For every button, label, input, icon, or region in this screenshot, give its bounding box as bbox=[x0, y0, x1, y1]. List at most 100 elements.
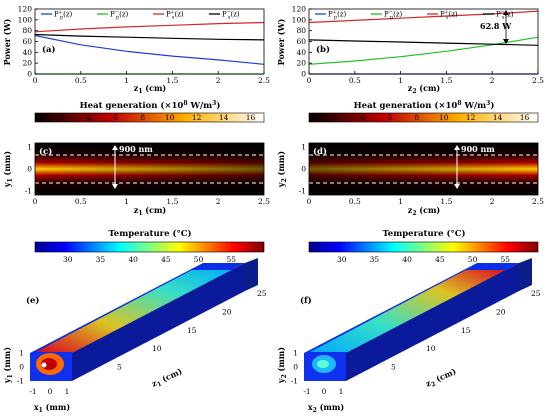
panel-b-ytick-label: 20 bbox=[296, 59, 306, 68]
panel-b-ytick-label: 100 bbox=[292, 15, 307, 24]
panel-e-colorbar-tick-label: 50 bbox=[194, 255, 204, 264]
panel-c-ytick-label: 1 bbox=[27, 143, 32, 152]
panel-b-ytick-label: 120 bbox=[292, 5, 307, 14]
panel-d-axes-frame bbox=[308, 142, 539, 196]
panel-d-colorbar-tick-label: 16 bbox=[520, 113, 530, 122]
panel-a-xlabel: z1 (cm) bbox=[134, 83, 167, 95]
panel-f-end-face bbox=[519, 258, 532, 291]
panel-e-end-face bbox=[245, 258, 258, 291]
panel-e-xtick-label: -1 bbox=[29, 387, 36, 396]
panel-b-xtick-label: 0.5 bbox=[349, 76, 361, 85]
panel-a-xtick-label: 1.5 bbox=[166, 76, 178, 85]
panel-f-3d-slab bbox=[304, 258, 532, 381]
panel-d-colorbar-tick-label: 12 bbox=[466, 113, 476, 122]
panel-e-colorbar-tick-label: 40 bbox=[128, 255, 138, 264]
panel-a-xtick-label: 2.5 bbox=[258, 76, 270, 85]
panel-b-legend-label: P+ s(z) bbox=[440, 10, 458, 21]
panel-a-ytick-label: 100 bbox=[18, 15, 33, 24]
panel-a-ytick-label: 60 bbox=[22, 37, 32, 46]
panel-f-front-core bbox=[317, 360, 329, 368]
panel-d-ticks: 0 0.5 1 1.5 2 2.510-1 bbox=[299, 143, 544, 207]
panel-c-ytick-label: -1 bbox=[25, 187, 32, 196]
panel-c-xtick-label: 0.5 bbox=[75, 197, 87, 206]
panel-c-colorbar-tick-label: 8 bbox=[140, 113, 145, 122]
panel-b-xtick-label: 2.5 bbox=[532, 76, 544, 85]
panel-b-ytick-label: 0 bbox=[301, 70, 306, 79]
panel-e-3d-slab bbox=[30, 258, 258, 381]
panel-c-ylabel: y1 (mm) bbox=[2, 151, 14, 188]
panel-d-xlabel: z2 (cm) bbox=[408, 205, 441, 217]
panel-a-series-0-line bbox=[34, 34, 265, 65]
panel-f-label: (f) bbox=[300, 295, 312, 306]
panel-c-colorbar-title: Heat generation (×108 W/m3) bbox=[80, 100, 221, 111]
panel-c-arrowhead-bottom bbox=[112, 184, 118, 189]
panel-e-hot-stripe bbox=[36, 270, 236, 352]
panel-a-xtick-label: 1 bbox=[124, 76, 129, 85]
panel-c-ytick-label: 0 bbox=[27, 165, 32, 174]
panel-f-side-face bbox=[346, 263, 519, 381]
panel-c-colorbar-tick-label: 16 bbox=[246, 113, 256, 122]
panel-e-zlabel: z1 (cm) bbox=[150, 366, 185, 391]
panel-a-plot bbox=[34, 21, 265, 75]
panel-d-colorbar-tick-label: 6 bbox=[387, 113, 392, 122]
panel-e-xtick-label: 1 bbox=[65, 387, 70, 396]
panel-e-colorbar-tick-label: 45 bbox=[161, 255, 171, 264]
panel-d-heatmap-decay bbox=[309, 143, 538, 195]
panel-e-colorbar-title: Temperature (°C) bbox=[108, 228, 191, 239]
panel-c-xtick-label: 2 bbox=[216, 197, 221, 206]
panel-a-legend-label: P+ p(z) bbox=[54, 10, 73, 21]
panel-d-colorbar-tick-label: 2 bbox=[334, 113, 339, 122]
panel-c-colorbar-tick-label: 6 bbox=[113, 113, 118, 122]
panel-c-xtick-label: 1 bbox=[124, 197, 129, 206]
panel-d-ytick-label: 0 bbox=[301, 165, 306, 174]
panel-b-xtick-label: 1.5 bbox=[440, 76, 452, 85]
panel-a-legend-label: P− p(z) bbox=[110, 10, 129, 21]
panel-e-ztick-label: 20 bbox=[222, 307, 232, 316]
panel-b-ytick-label: 80 bbox=[296, 26, 306, 35]
panel-a-legend-label: P+ s(z) bbox=[166, 10, 184, 21]
panel-e: Temperature (°C) 30 35 40 45 50 55 10-1-1 0 151… bbox=[2, 228, 267, 414]
panel-e-core-marker bbox=[41, 362, 47, 368]
panel-b-label: (b) bbox=[316, 44, 330, 55]
panel-a-xtick-label: 0 bbox=[33, 76, 38, 85]
panel-b-legend: P+ p(z) P− p(z) P+ s(z) P− s(z) bbox=[315, 10, 514, 21]
panel-b-series-2-line bbox=[308, 10, 539, 24]
panel-d-colorbar-tick-label: 8 bbox=[414, 113, 419, 122]
panel-d-xtick-label: 1 bbox=[398, 197, 403, 206]
panel-f-xtick-label: -1 bbox=[303, 387, 310, 396]
gap-arrowhead-bottom bbox=[503, 39, 509, 44]
panel-c-colorbar-tick-label: 10 bbox=[165, 113, 175, 122]
panel-e-colorbar-tick-label: 55 bbox=[227, 255, 237, 264]
panel-f-ztick-label: 5 bbox=[391, 363, 396, 372]
panel-f-colorbar-ticks: 30 35 40 45 50 55 bbox=[337, 255, 510, 264]
panel-b-ylabel: Power (W) bbox=[276, 18, 286, 65]
panel-f-ytick-label: 1 bbox=[293, 349, 298, 358]
panel-e-ztick-label: 15 bbox=[187, 326, 197, 335]
panel-a-ylabel: Power (W) bbox=[2, 18, 12, 65]
panel-e-ztick-label: 25 bbox=[257, 289, 267, 298]
panel-b-xtick-label: 1 bbox=[398, 76, 403, 85]
panel-f-colorbar-tick-label: 45 bbox=[435, 255, 445, 264]
panel-f-ylabel: y2 (mm) bbox=[276, 347, 288, 384]
panel-a-xtick-label: 0.5 bbox=[75, 76, 87, 85]
panel-c-colorbar-ticks: 2 4 6 8 10 12 14 16 bbox=[60, 113, 256, 122]
panel-b-xtick-label: 2 bbox=[490, 76, 495, 85]
panel-d-colorbar-tick-label: 4 bbox=[360, 113, 365, 122]
panel-a-legend: P+ p(z) P− p(z) P+ s(z) P− s(z) bbox=[41, 10, 240, 21]
panel-f-hot-stripe bbox=[310, 270, 510, 352]
panel-c-xlabel: z1 (cm) bbox=[134, 205, 167, 217]
panel-e-xtick-label: 0 bbox=[48, 387, 53, 396]
panel-d-colorbar-tick-label: 14 bbox=[493, 113, 503, 122]
gap-arrowhead-top bbox=[503, 10, 509, 15]
gap-label: 62.8 W bbox=[480, 21, 512, 31]
panel-d-width-label: 900 nm bbox=[461, 144, 495, 154]
panel-f-colorbar-tick-label: 35 bbox=[370, 255, 380, 264]
panel-b-ytick-label: 40 bbox=[296, 48, 306, 57]
panel-f-ztick-label: 15 bbox=[461, 326, 471, 335]
panel-f-xtick-label: 0 bbox=[322, 387, 327, 396]
panel-e-ylabel: y1 (mm) bbox=[2, 347, 14, 384]
panel-d-xtick-label: 2.5 bbox=[532, 197, 544, 206]
panel-d-ytick-label: -1 bbox=[299, 187, 306, 196]
